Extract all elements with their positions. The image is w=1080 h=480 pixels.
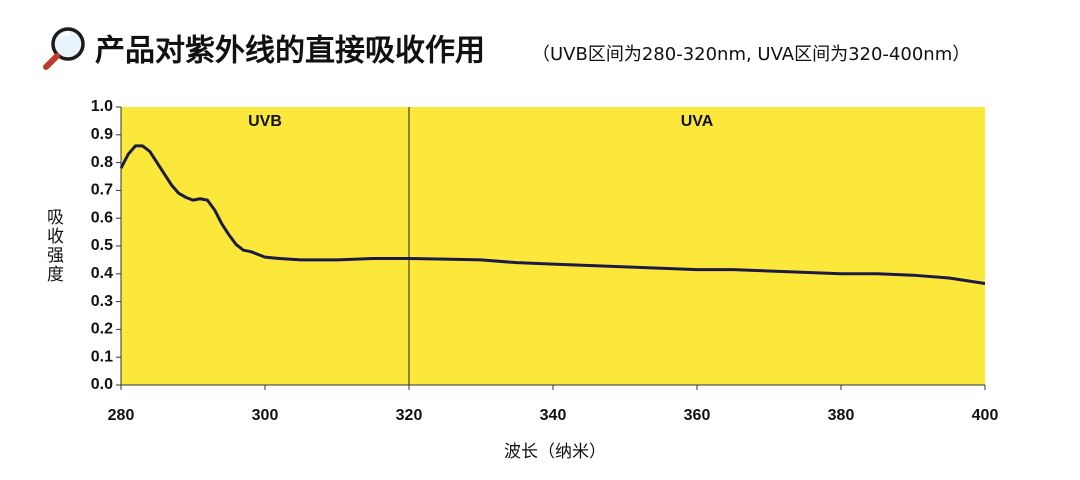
x-tick-label: 300 <box>252 407 279 424</box>
x-tick-label: 400 <box>972 407 999 424</box>
region-label: UVB <box>248 113 282 130</box>
y-axis-label: 吸收强度 <box>43 208 64 284</box>
y-tick-label: 0.6 <box>91 209 113 226</box>
y-tick-label: 1.0 <box>91 98 113 115</box>
y-tick-label: 0.5 <box>91 237 113 254</box>
chart-subtitle: （UVB区间为280-320nm, UVA区间为320-400nm） <box>532 44 970 65</box>
y-tick-label: 0.4 <box>91 265 113 282</box>
chart-title: 产品对紫外线的直接吸收作用 <box>95 34 485 69</box>
y-tick-label: 0.3 <box>91 293 113 310</box>
x-tick-label: 380 <box>828 407 855 424</box>
y-tick-label: 0.2 <box>91 321 113 338</box>
y-tick-label: 0.7 <box>91 182 113 199</box>
y-tick-label: 0.0 <box>91 376 113 393</box>
y-tick-label: 0.1 <box>91 348 113 365</box>
x-tick-label: 320 <box>396 407 423 424</box>
x-tick-label: 360 <box>684 407 711 424</box>
magnifier-icon <box>43 27 85 70</box>
x-axis-label: 波长（纳米） <box>504 442 606 462</box>
data-line <box>119 144 986 286</box>
plot-background <box>121 107 985 385</box>
x-tick-label: 340 <box>540 407 567 424</box>
x-tick-label: 280 <box>108 407 135 424</box>
y-tick-label: 0.8 <box>91 154 113 171</box>
y-tick-label: 0.9 <box>91 126 113 143</box>
region-label: UVA <box>681 113 714 130</box>
